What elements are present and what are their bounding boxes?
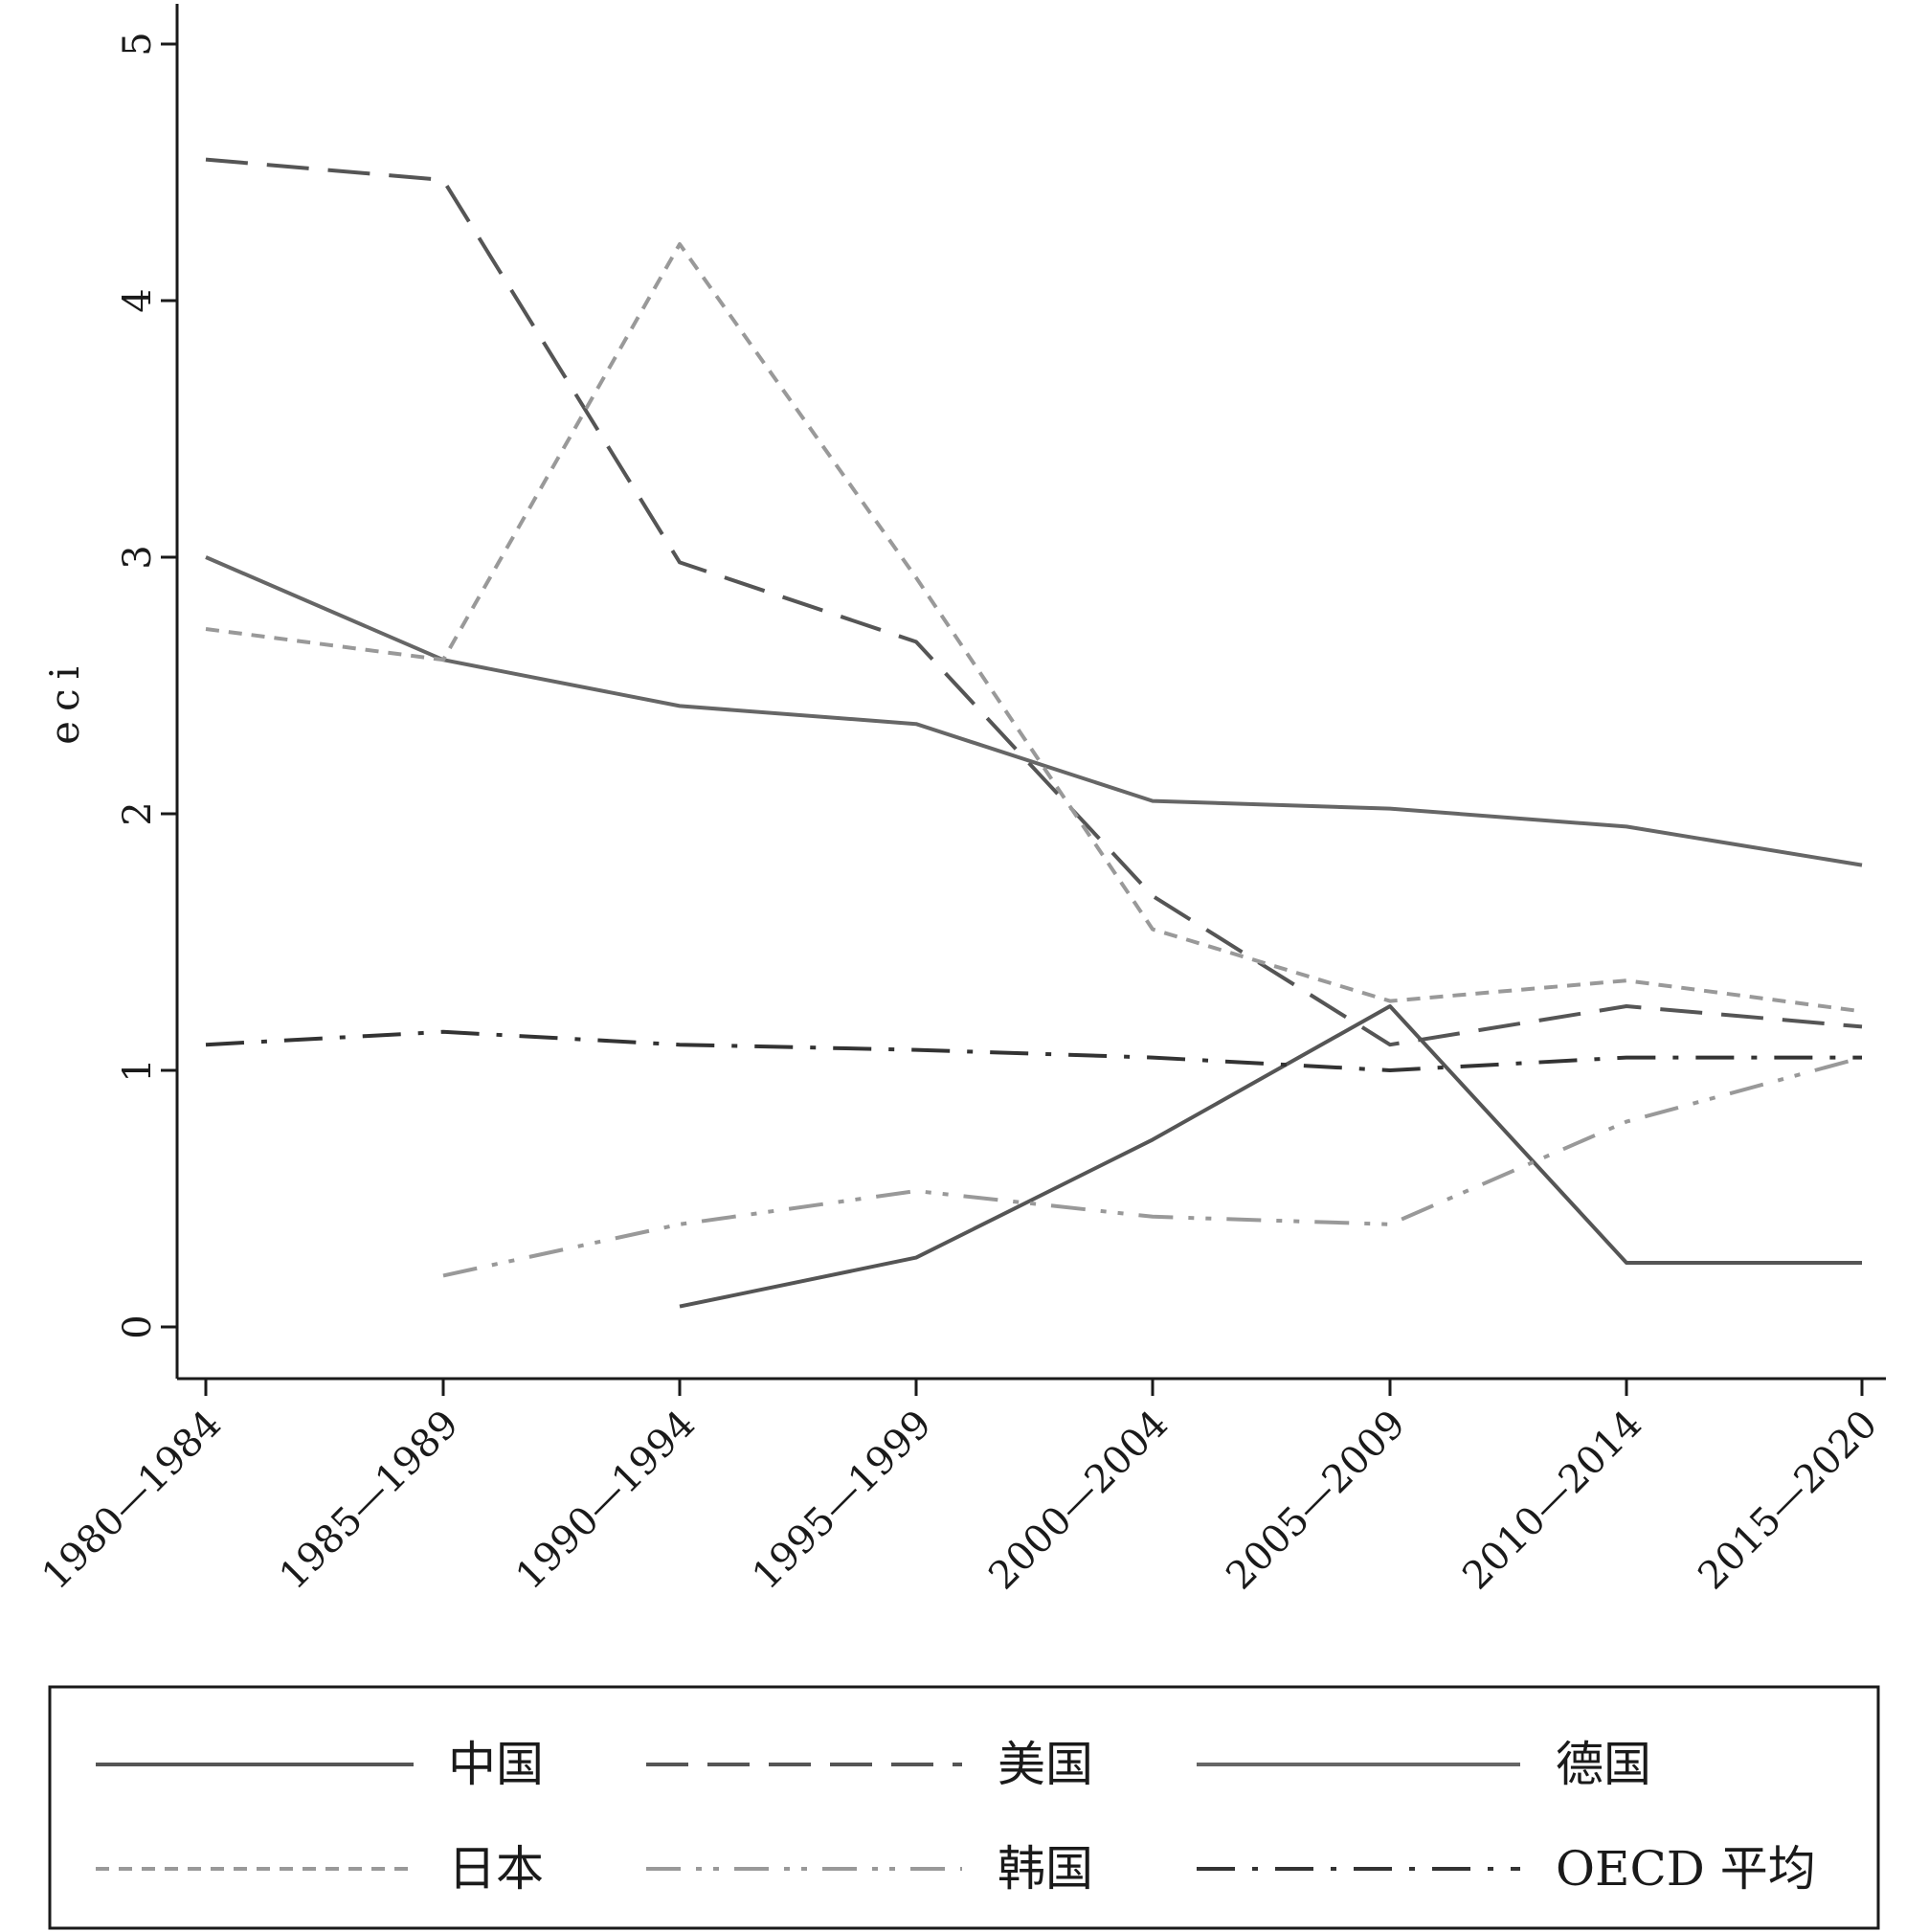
legend-box bbox=[48, 1685, 1880, 1930]
series-line-5 bbox=[205, 1029, 1862, 1072]
y-tick-label: 3 bbox=[116, 545, 160, 569]
y-axis-title: eci bbox=[41, 657, 88, 745]
y-ticks: 0 1 2 3 4 5 bbox=[116, 32, 177, 1339]
x-tick-label: 1980—1984 bbox=[34, 1403, 230, 1599]
legend-label-0: 中国 bbox=[448, 1737, 544, 1792]
x-tick-label: 1995—1999 bbox=[744, 1403, 940, 1599]
y-tick-label: 2 bbox=[116, 801, 160, 825]
legend-label-5: OECD 平均 bbox=[1556, 1841, 1816, 1897]
x-tick-label: 1990—1994 bbox=[507, 1403, 704, 1599]
legend-label-4: 韩国 bbox=[998, 1841, 1093, 1897]
x-tick-label: 2010—2014 bbox=[1454, 1403, 1650, 1599]
x-tick-label: 2005—2009 bbox=[1218, 1403, 1414, 1599]
legend-label-2: 德国 bbox=[1556, 1737, 1651, 1792]
x-tick-label: 2000—2004 bbox=[980, 1403, 1177, 1599]
y-tick-label: 1 bbox=[116, 1058, 160, 1082]
legend-label-1: 美国 bbox=[998, 1737, 1093, 1792]
y-tick-label: 5 bbox=[116, 32, 160, 56]
series-line-2 bbox=[205, 555, 1863, 867]
series-line-0 bbox=[679, 1004, 1862, 1309]
y-tick-label: 0 bbox=[116, 1314, 160, 1338]
x-tick-label: 2015—2020 bbox=[1690, 1403, 1886, 1599]
y-tick-label: 4 bbox=[116, 288, 160, 312]
x-ticks: 1980—1984 1985—1989 1990—1994 1995—1999 2000… bbox=[34, 1379, 1886, 1598]
series-lines bbox=[205, 157, 1863, 1309]
series-line-4 bbox=[442, 1055, 1863, 1278]
x-tick-label: 1985—1989 bbox=[271, 1403, 467, 1599]
series-line-1 bbox=[205, 157, 1863, 1047]
series-line-3 bbox=[205, 242, 1863, 1014]
legend-label-3: 日本 bbox=[448, 1841, 544, 1897]
